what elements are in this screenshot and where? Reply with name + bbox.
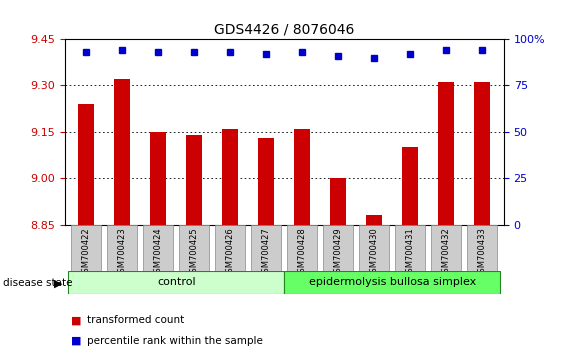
Text: percentile rank within the sample: percentile rank within the sample bbox=[87, 336, 263, 346]
FancyBboxPatch shape bbox=[215, 225, 245, 271]
FancyBboxPatch shape bbox=[251, 225, 282, 271]
Bar bbox=[114, 79, 131, 225]
Text: GSM700429: GSM700429 bbox=[334, 227, 343, 278]
Text: GSM700432: GSM700432 bbox=[442, 227, 451, 278]
Text: ■: ■ bbox=[71, 336, 81, 346]
FancyBboxPatch shape bbox=[359, 225, 390, 271]
Text: GSM700428: GSM700428 bbox=[298, 227, 307, 278]
FancyBboxPatch shape bbox=[68, 271, 284, 294]
Text: GSM700423: GSM700423 bbox=[118, 227, 127, 278]
Text: GSM700431: GSM700431 bbox=[406, 227, 415, 278]
Bar bbox=[78, 104, 95, 225]
Text: GSM700430: GSM700430 bbox=[370, 227, 379, 278]
Text: disease state: disease state bbox=[3, 278, 72, 288]
Bar bbox=[258, 138, 274, 225]
Bar bbox=[186, 135, 203, 225]
Bar bbox=[474, 82, 490, 225]
FancyBboxPatch shape bbox=[143, 225, 173, 271]
Bar bbox=[294, 129, 310, 225]
Bar bbox=[438, 82, 454, 225]
FancyBboxPatch shape bbox=[431, 225, 462, 271]
Bar bbox=[330, 178, 346, 225]
Text: GSM700424: GSM700424 bbox=[154, 227, 163, 278]
Text: ■: ■ bbox=[71, 315, 81, 325]
FancyBboxPatch shape bbox=[72, 225, 101, 271]
Text: ▶: ▶ bbox=[54, 278, 63, 288]
FancyBboxPatch shape bbox=[107, 225, 137, 271]
Bar bbox=[150, 132, 167, 225]
Text: GSM700433: GSM700433 bbox=[478, 227, 487, 278]
FancyBboxPatch shape bbox=[284, 271, 501, 294]
Title: GDS4426 / 8076046: GDS4426 / 8076046 bbox=[214, 22, 355, 36]
Text: epidermolysis bullosa simplex: epidermolysis bullosa simplex bbox=[309, 277, 476, 287]
FancyBboxPatch shape bbox=[395, 225, 426, 271]
Bar bbox=[402, 147, 418, 225]
FancyBboxPatch shape bbox=[323, 225, 354, 271]
FancyBboxPatch shape bbox=[467, 225, 497, 271]
Text: GSM700427: GSM700427 bbox=[262, 227, 271, 278]
FancyBboxPatch shape bbox=[179, 225, 209, 271]
Text: transformed count: transformed count bbox=[87, 315, 185, 325]
Bar bbox=[222, 129, 238, 225]
Text: GSM700425: GSM700425 bbox=[190, 227, 199, 278]
Bar bbox=[366, 216, 382, 225]
Text: GSM700422: GSM700422 bbox=[82, 227, 91, 278]
Text: control: control bbox=[157, 277, 195, 287]
FancyBboxPatch shape bbox=[287, 225, 318, 271]
Text: GSM700426: GSM700426 bbox=[226, 227, 235, 278]
